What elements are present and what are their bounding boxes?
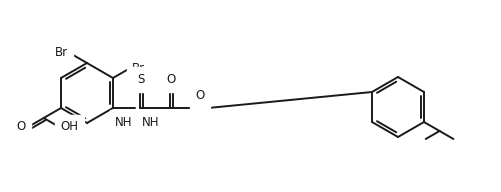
Text: Br: Br [132,61,145,74]
Text: Br: Br [55,46,68,60]
Text: O: O [17,119,26,132]
Text: O: O [195,89,204,102]
Text: O: O [166,73,175,86]
Text: OH: OH [61,121,78,133]
Text: S: S [137,73,144,86]
Text: NH: NH [115,116,132,129]
Text: NH: NH [142,116,159,129]
